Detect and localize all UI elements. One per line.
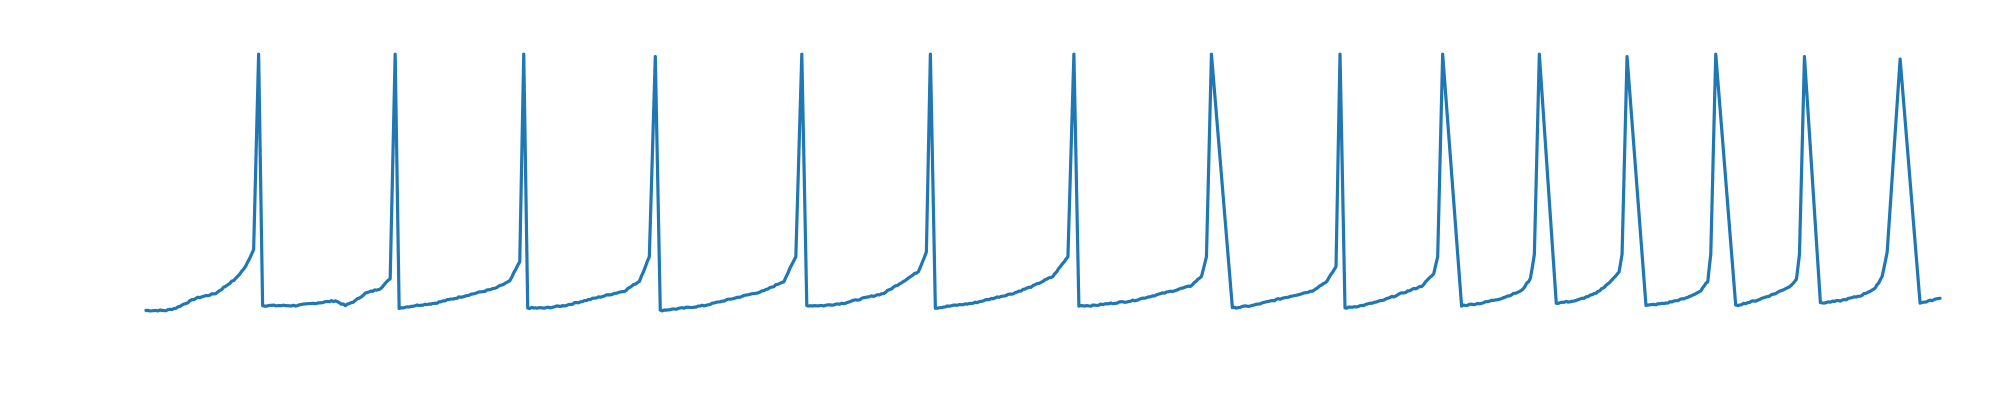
series-line-0 [144,52,1942,313]
series-layer [144,52,1942,313]
